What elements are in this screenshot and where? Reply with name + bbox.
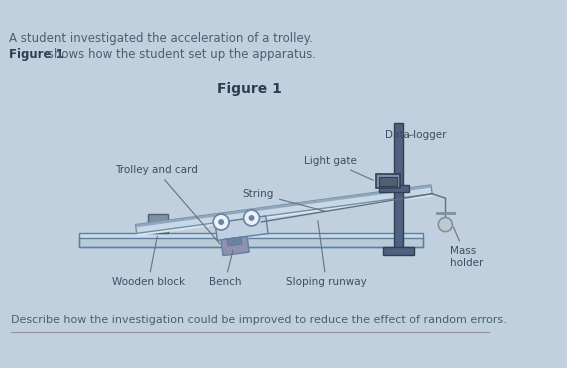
FancyBboxPatch shape [79, 233, 424, 238]
Circle shape [244, 210, 260, 226]
FancyBboxPatch shape [383, 248, 414, 255]
Text: shows how the student set up the apparatus.: shows how the student set up the apparat… [44, 48, 316, 61]
Polygon shape [215, 216, 268, 240]
Text: Light gate: Light gate [304, 156, 373, 180]
Polygon shape [221, 236, 249, 256]
Text: Describe how the investigation could be improved to reduce the effect of random : Describe how the investigation could be … [11, 315, 506, 325]
Circle shape [249, 216, 254, 220]
Text: Figure 1: Figure 1 [217, 82, 282, 96]
FancyBboxPatch shape [379, 177, 397, 186]
FancyBboxPatch shape [376, 174, 400, 188]
Text: Figure 1: Figure 1 [9, 48, 64, 61]
Text: Bench: Bench [209, 250, 241, 287]
Text: Data logger: Data logger [386, 130, 447, 139]
Polygon shape [136, 185, 431, 227]
Text: Trolley and card: Trolley and card [115, 165, 220, 244]
Circle shape [213, 214, 229, 230]
Text: A student investigated the acceleration of a trolley.: A student investigated the acceleration … [9, 32, 312, 45]
Text: Wooden block: Wooden block [112, 236, 185, 287]
FancyBboxPatch shape [379, 185, 409, 192]
FancyBboxPatch shape [148, 214, 168, 233]
Polygon shape [137, 194, 433, 236]
FancyBboxPatch shape [79, 238, 424, 248]
Text: Sloping runway: Sloping runway [286, 221, 367, 287]
Polygon shape [227, 238, 235, 246]
Polygon shape [136, 185, 432, 233]
Text: Mass
holder: Mass holder [450, 227, 483, 268]
Polygon shape [234, 237, 242, 245]
FancyBboxPatch shape [394, 123, 403, 248]
Circle shape [219, 220, 223, 224]
Circle shape [438, 217, 452, 231]
Text: String: String [243, 189, 327, 212]
